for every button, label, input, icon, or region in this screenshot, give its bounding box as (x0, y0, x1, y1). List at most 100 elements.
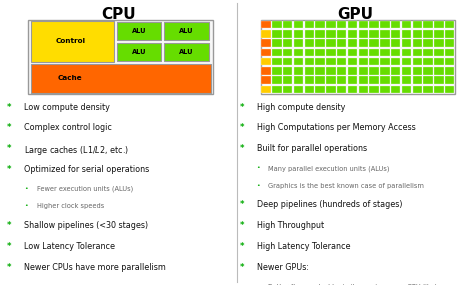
Bar (423, 21, 433, 28)
Bar (337, 76, 346, 84)
Bar (315, 67, 325, 75)
Text: Control: Control (56, 38, 86, 44)
Bar (262, 30, 271, 38)
Bar (445, 86, 454, 93)
Bar (283, 39, 292, 47)
Bar (262, 21, 271, 28)
Bar (283, 30, 292, 38)
Text: *: * (239, 200, 244, 209)
Bar (412, 76, 422, 84)
Bar (305, 67, 314, 75)
Bar (283, 86, 292, 93)
Bar (31, 21, 114, 62)
Bar (380, 67, 390, 75)
Bar (326, 48, 336, 56)
Bar (445, 39, 454, 47)
Bar (391, 30, 401, 38)
Bar (272, 30, 282, 38)
Bar (272, 58, 282, 65)
Text: *: * (7, 103, 11, 112)
Bar (315, 76, 325, 84)
Text: Large caches (L1$/L2$, etc.): Large caches (L1$/L2$, etc.) (24, 144, 128, 157)
Bar (402, 67, 411, 75)
Bar (283, 76, 292, 84)
Bar (272, 48, 282, 56)
Bar (348, 86, 357, 93)
Text: ALU: ALU (179, 49, 193, 55)
Bar (369, 76, 379, 84)
Bar (445, 30, 454, 38)
Text: Low compute density: Low compute density (24, 103, 109, 112)
Bar (358, 30, 368, 38)
Bar (391, 67, 401, 75)
Bar (434, 30, 444, 38)
Bar (402, 76, 411, 84)
Bar (283, 21, 292, 28)
Bar (337, 48, 346, 56)
Bar (358, 21, 368, 28)
Text: •: • (256, 284, 260, 285)
Bar (369, 21, 379, 28)
Bar (262, 39, 271, 47)
Bar (326, 30, 336, 38)
Text: Graphics is the best known case of parallelism: Graphics is the best known case of paral… (268, 183, 424, 189)
Bar (412, 67, 422, 75)
Bar (305, 76, 314, 84)
Bar (305, 30, 314, 38)
Bar (445, 58, 454, 65)
Text: *: * (7, 165, 11, 174)
Bar (326, 76, 336, 84)
Bar (391, 39, 401, 47)
Bar (380, 30, 390, 38)
Bar (369, 86, 379, 93)
Bar (117, 22, 162, 40)
Bar (294, 58, 303, 65)
Bar (305, 48, 314, 56)
Text: *: * (239, 123, 244, 133)
Bar (369, 39, 379, 47)
Bar (434, 39, 444, 47)
Bar (402, 86, 411, 93)
Text: Deep pipelines (hundreds of stages): Deep pipelines (hundreds of stages) (257, 200, 402, 209)
Bar (380, 39, 390, 47)
Text: *: * (239, 103, 244, 112)
Text: Complex control logic: Complex control logic (24, 123, 111, 133)
Bar (348, 39, 357, 47)
Bar (434, 58, 444, 65)
Bar (261, 20, 455, 94)
Bar (294, 39, 303, 47)
Bar (294, 76, 303, 84)
Bar (380, 21, 390, 28)
Bar (434, 86, 444, 93)
Bar (423, 58, 433, 65)
Text: High Throughput: High Throughput (257, 221, 324, 230)
Bar (348, 30, 357, 38)
Text: GPU: GPU (337, 7, 374, 22)
Bar (412, 30, 422, 38)
Text: •: • (256, 165, 260, 170)
Text: *: * (7, 221, 11, 230)
Text: *: * (7, 263, 11, 272)
Bar (391, 58, 401, 65)
Bar (402, 58, 411, 65)
Bar (294, 86, 303, 93)
Text: Cache: Cache (58, 76, 83, 82)
Bar (28, 20, 213, 94)
Bar (283, 58, 292, 65)
Bar (164, 42, 209, 61)
Bar (326, 39, 336, 47)
Bar (402, 39, 411, 47)
Bar (315, 58, 325, 65)
Bar (391, 48, 401, 56)
Bar (326, 21, 336, 28)
Bar (423, 76, 433, 84)
Text: ALU: ALU (132, 49, 146, 55)
Text: ALU: ALU (179, 28, 193, 34)
Bar (272, 39, 282, 47)
Bar (445, 48, 454, 56)
Bar (294, 67, 303, 75)
Bar (326, 67, 336, 75)
Bar (272, 67, 282, 75)
Text: Newer GPUs:: Newer GPUs: (257, 263, 309, 272)
Text: Many parallel execution units (ALUs): Many parallel execution units (ALUs) (268, 165, 389, 172)
